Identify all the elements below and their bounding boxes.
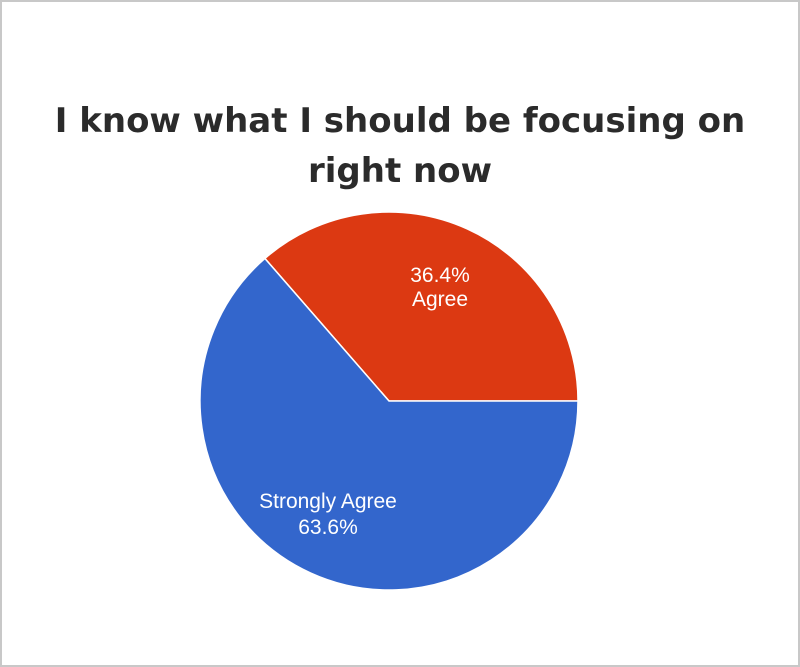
pie-slice-agree bbox=[263, 211, 579, 402]
pie-slice-strongly-agree bbox=[199, 257, 579, 591]
slice-label-agree: Agree bbox=[412, 288, 468, 311]
chart-title: I know what I should be focusing on righ… bbox=[0, 96, 800, 196]
slice-pct-agree: 36.4% bbox=[410, 264, 470, 287]
slice-pct-strongly-agree: 63.6% bbox=[298, 516, 358, 539]
slice-label-strongly-agree: Strongly Agree bbox=[259, 490, 397, 513]
chart-title-line-1: I know what I should be focusing on bbox=[54, 101, 746, 141]
chart-title-line-2: right now bbox=[307, 151, 493, 191]
